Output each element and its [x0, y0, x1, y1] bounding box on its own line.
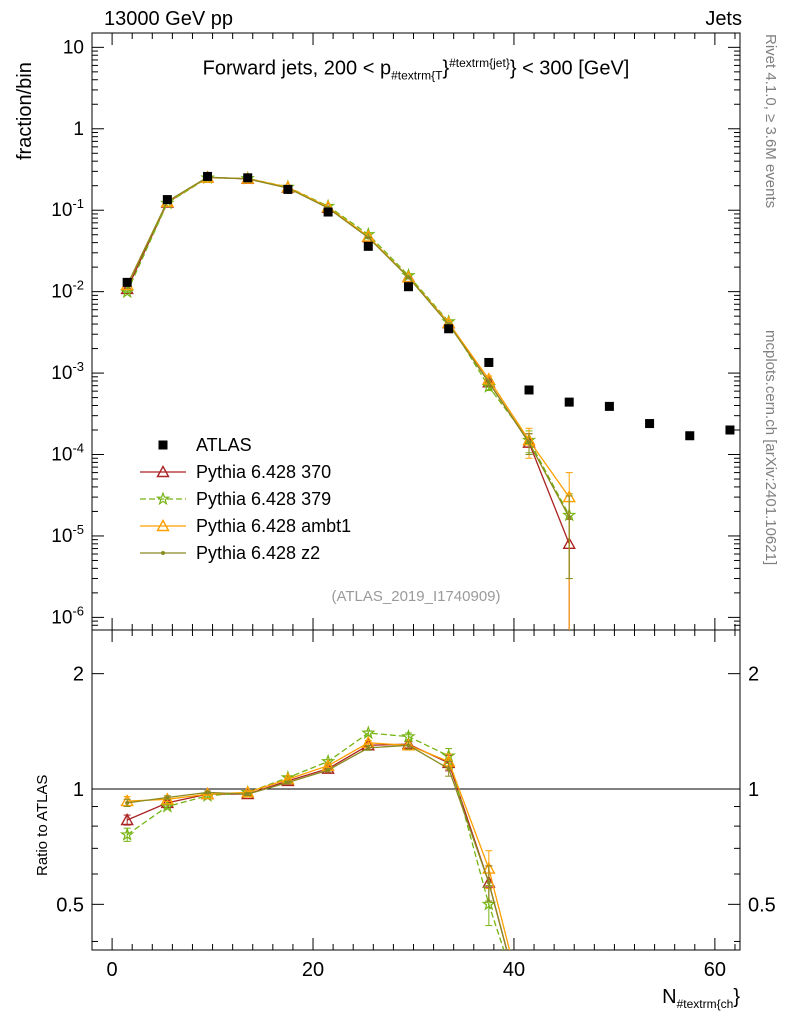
beam-energy-label: 13000 GeV pp [104, 8, 233, 30]
main-panel-frame [91, 32, 741, 631]
legend-item-atlas: ATLAS [158, 435, 252, 455]
y-tick-label: 10-1 [51, 196, 84, 221]
legend-item-pythia-6-428-ambt1: Pythia 6.428 ambt1 [140, 516, 351, 536]
x-axis-label-suffix: } [733, 986, 740, 1008]
legend: ATLAS Pythia 6.428 370 Pythia 6.428 379 Pyt… [140, 435, 351, 563]
ratio-panel-frame [91, 629, 741, 951]
legend-label: Pythia 6.428 ambt1 [196, 516, 351, 536]
ratio-tick-label-left: 1 [73, 779, 84, 801]
ratio-tick-label-right: 2 [748, 664, 759, 686]
legend-item-pythia-6-428-379: Pythia 6.428 379 [140, 489, 331, 509]
ratio-tick-label-right: 0.5 [748, 894, 776, 916]
axis-ticks [92, 33, 740, 950]
y-tick-label: 10 [63, 37, 84, 58]
plot-title-superscript: #textrm{jet} [449, 56, 510, 70]
axis-tick-labels: 10 1 10-1 10-2 10-3 10-4 10-5 10-6 2 2 1 1 0.5 0.5 0 20… [51, 37, 776, 981]
rivet-version-note: Rivet 4.1.0, ≥ 3.6M events [762, 34, 779, 209]
y-tick-label: 10-2 [51, 278, 84, 303]
y-tick-label: 1 [73, 119, 84, 140]
y-tick-label: 10-3 [51, 359, 84, 384]
legend-label: Pythia 6.428 379 [196, 489, 331, 509]
ratio-tick-label-left: 0.5 [56, 894, 84, 916]
legend-item-pythia-6-428-370: Pythia 6.428 370 [140, 462, 331, 482]
ratio-axis-label: Ratio to ATLAS [34, 774, 51, 876]
y-tick-label: 10-5 [51, 522, 84, 547]
x-tick-label: 0 [107, 959, 118, 981]
x-tick-label: 20 [302, 959, 324, 981]
x-axis-label-subscript: #textrm{ch [676, 997, 734, 1011]
ratio-tick-label-right: 1 [748, 779, 759, 801]
x-tick-label: 40 [503, 959, 525, 981]
mcplots-reference-note: mcplots.cern.ch [arXiv:2401.10621] [762, 330, 779, 566]
analysis-id-watermark: (ATLAS_2019_I1740909) [331, 588, 501, 605]
y-tick-label: 10-6 [51, 603, 84, 628]
x-axis-label: N#textrm{ch} [662, 986, 740, 1011]
plot-title: Forward jets, 200 < p#textrm{T}#textrm{j… [92, 56, 740, 83]
plot-title-subscript: #textrm{T [391, 68, 443, 83]
legend-label: Pythia 6.428 370 [196, 462, 331, 482]
x-tick-label: 60 [704, 959, 726, 981]
x-axis-label-main: N [662, 986, 677, 1008]
legend-item-pythia-6-428-z2: Pythia 6.428 z2 [140, 543, 320, 563]
plot-title-prefix: Forward jets, 200 < p [202, 57, 392, 80]
legend-label: Pythia 6.428 z2 [196, 543, 320, 563]
series-atlas [122, 171, 735, 441]
plot-title-suffix: } < 300 [GeV] [509, 57, 630, 80]
legend-label: ATLAS [196, 435, 252, 455]
y-axis-label: fraction/bin [14, 62, 36, 160]
analysis-group-label: Jets [705, 8, 742, 30]
plot-title-mid: } [442, 57, 450, 80]
y-tick-label: 10-4 [51, 441, 84, 466]
ratio-tick-label-left: 2 [73, 664, 84, 686]
